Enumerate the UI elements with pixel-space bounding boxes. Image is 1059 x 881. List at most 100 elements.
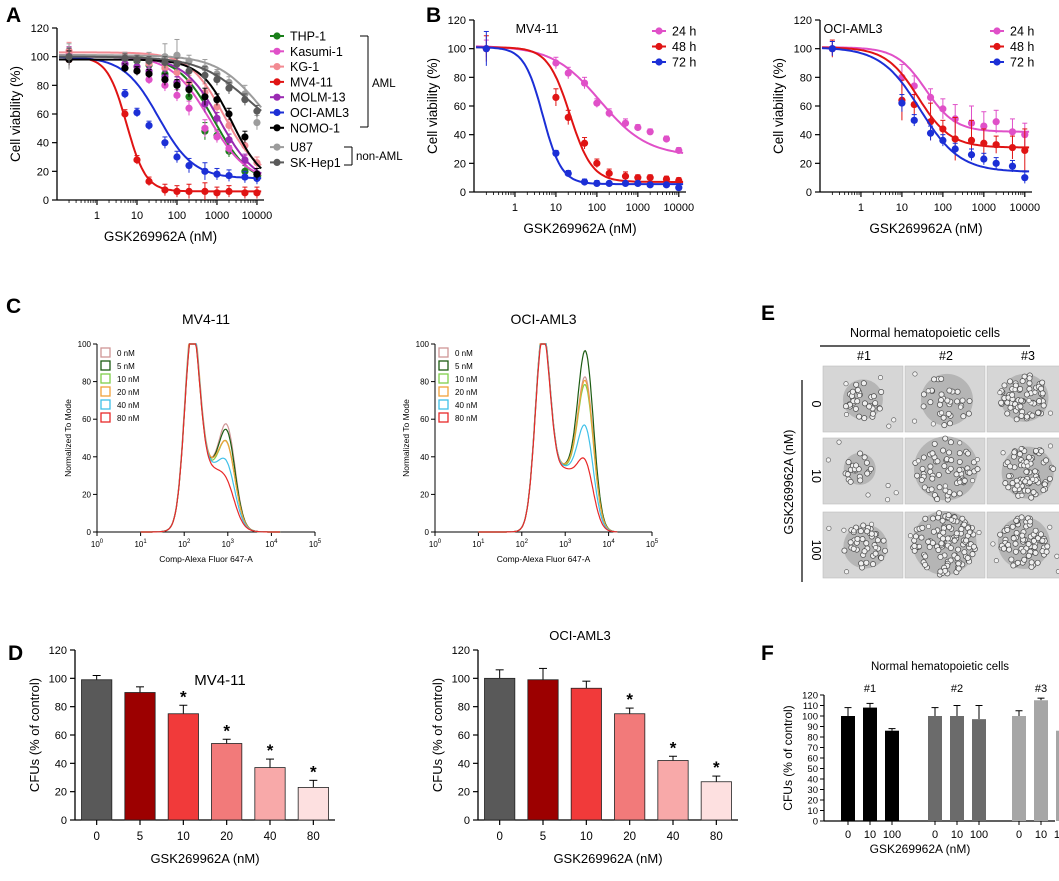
y-tick-label: 60 xyxy=(37,109,49,121)
x-tick-label: 20 xyxy=(623,831,636,843)
colony-cell xyxy=(970,459,977,466)
stray-cell xyxy=(1019,492,1025,498)
x-axis-label: GSK269962A (nM) xyxy=(523,221,636,236)
stray-cell xyxy=(958,404,964,410)
colony-cell xyxy=(1013,517,1020,524)
x-tick-label: 40 xyxy=(264,831,277,843)
colony-cell xyxy=(847,539,854,546)
colony-cell xyxy=(959,397,966,404)
x-tick-label: 100 xyxy=(588,202,606,214)
colony-cell xyxy=(926,544,933,550)
colony-cell xyxy=(947,439,954,446)
x-tick-label: 10 xyxy=(177,831,190,843)
colony-cell xyxy=(1012,540,1019,547)
y-tick-label: 40 xyxy=(82,453,91,462)
stray-cell xyxy=(926,523,932,529)
colony-cell xyxy=(1014,482,1021,489)
bracket-label-non-aml: non-AML xyxy=(356,151,403,163)
x-tick-label: 105 xyxy=(646,539,659,549)
data-point xyxy=(593,99,601,107)
stray-cell xyxy=(843,381,849,387)
x-tick-label: 10 xyxy=(550,202,562,214)
colony-cell xyxy=(922,553,929,560)
colony-cell xyxy=(998,399,1005,406)
bar-40 xyxy=(657,760,689,821)
colony-cell xyxy=(997,531,1004,538)
colony-cell xyxy=(1017,403,1024,410)
data-point xyxy=(161,139,169,147)
significance-star: * xyxy=(713,758,720,777)
data-point xyxy=(605,109,613,117)
colony-cell xyxy=(1050,465,1057,472)
colony-cell xyxy=(1004,526,1011,533)
colony-cell xyxy=(1016,451,1023,458)
colony-cell xyxy=(934,458,941,465)
colony-cell xyxy=(920,403,927,410)
colony-cell xyxy=(953,530,960,537)
grid-title: Normal hematopoietic cells xyxy=(850,326,1000,340)
data-point xyxy=(241,173,249,181)
y-tick-label: 60 xyxy=(420,415,429,424)
colony-cell xyxy=(929,540,936,546)
colony-cell xyxy=(912,533,919,540)
colony-cell xyxy=(1023,468,1030,475)
data-point xyxy=(173,153,181,161)
y-tick-label: 40 xyxy=(55,758,67,770)
x-tick-label: 103 xyxy=(559,539,572,549)
bar-5 xyxy=(527,679,559,821)
colony-cell xyxy=(1004,399,1011,406)
colony-cell xyxy=(947,420,953,427)
colony-cell xyxy=(1004,410,1011,417)
y-tick-label: 20 xyxy=(82,490,91,499)
data-point xyxy=(173,68,181,77)
data-point xyxy=(121,110,129,118)
colony-cell xyxy=(1039,390,1046,397)
stray-cell xyxy=(967,529,973,535)
stray-cell xyxy=(957,440,963,446)
colony-cell xyxy=(857,477,864,484)
x-tick-label: 5 xyxy=(137,831,143,843)
data-point xyxy=(201,93,209,101)
y-axis-label: CFUs (% of control) xyxy=(430,678,445,792)
tick-exponent: 4 xyxy=(274,539,278,545)
x-tick-label: 100 xyxy=(91,539,104,549)
colony-cell xyxy=(945,512,952,519)
legend-marker xyxy=(273,143,281,151)
data-point xyxy=(951,145,959,153)
stray-cell xyxy=(916,543,922,549)
data-point xyxy=(213,189,221,197)
colony-cell xyxy=(944,397,951,404)
data-point xyxy=(621,119,630,127)
stray-cell xyxy=(1026,398,1032,404)
data-point xyxy=(992,159,1000,167)
tick-exponent: 0 xyxy=(438,539,442,545)
column-label: #3 xyxy=(1021,349,1035,363)
y-tick-label: 80 xyxy=(37,80,49,92)
y-tick-label: 40 xyxy=(800,130,812,142)
stray-cell xyxy=(893,490,899,496)
y-tick-label: 0 xyxy=(813,817,818,828)
data-point xyxy=(662,181,671,189)
legend-label: 72 h xyxy=(1010,56,1034,70)
colony-cell xyxy=(1005,473,1012,479)
legend-label: 80 nM xyxy=(455,414,478,423)
y-tick-label: 40 xyxy=(454,130,466,142)
colony-cell xyxy=(844,471,851,478)
significance-star: * xyxy=(626,690,633,709)
legend-marker xyxy=(655,42,663,51)
data-point xyxy=(145,57,153,65)
data-point xyxy=(1008,143,1017,152)
y-tick-label: 40 xyxy=(458,758,470,770)
stray-cell xyxy=(930,421,936,427)
histogram-curve xyxy=(140,343,281,533)
data-point xyxy=(939,136,947,144)
colony-cell xyxy=(951,491,958,498)
data-point xyxy=(552,93,560,101)
x-tick-label: 1 xyxy=(858,202,864,214)
colony-cell xyxy=(1008,556,1015,563)
y-tick-label: 40 xyxy=(37,138,49,150)
x-tick-label: 104 xyxy=(602,539,615,549)
legend-swatch xyxy=(438,360,449,371)
chart-title: MV4-11 xyxy=(516,22,559,36)
colony-cell xyxy=(954,388,961,395)
